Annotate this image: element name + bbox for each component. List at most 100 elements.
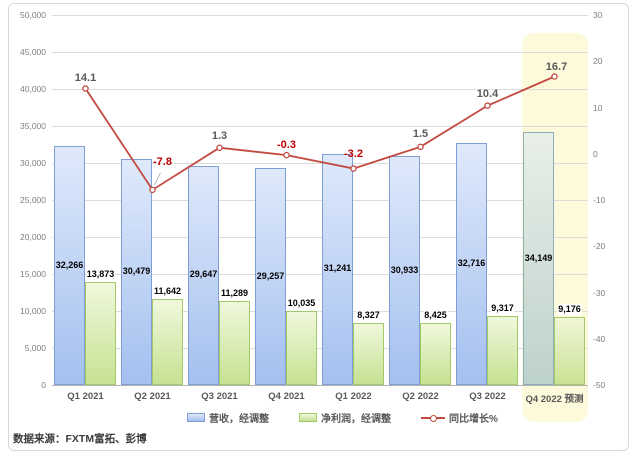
growth-line-marker-icon bbox=[350, 165, 357, 172]
revenue-bar bbox=[322, 153, 353, 385]
y-axis-tick-label: 5,000 bbox=[24, 343, 46, 353]
profit-bar-label: 11,289 bbox=[219, 288, 250, 300]
y-axis-tick-label: 0 bbox=[41, 380, 46, 390]
growth-line-marker-icon bbox=[216, 144, 223, 151]
legend-item-growth: 同比增长% bbox=[421, 410, 498, 425]
growth-point-label: 16.7 bbox=[545, 60, 568, 73]
growth-point-label: 10.4 bbox=[476, 87, 499, 100]
category-label: Q1 2022 bbox=[335, 391, 372, 402]
secondary-axis-tick-label: 10 bbox=[593, 102, 603, 113]
profit-bar-label: 9,317 bbox=[490, 303, 515, 315]
growth-line-marker-icon bbox=[484, 102, 491, 109]
revenue-bar-label: 32,266 bbox=[55, 259, 84, 270]
category-label: Q3 2021 bbox=[201, 391, 238, 402]
gridline bbox=[52, 163, 588, 164]
secondary-axis-tick-label: -50 bbox=[593, 380, 606, 390]
profit-bar bbox=[152, 298, 183, 385]
growth-line-marker-icon bbox=[283, 151, 290, 159]
gridline bbox=[52, 311, 588, 312]
legend-label-growth: 同比增长% bbox=[449, 414, 498, 425]
secondary-axis-tick-label: -10 bbox=[593, 195, 606, 205]
secondary-axis-tick-label: -20 bbox=[593, 241, 606, 252]
y-axis-tick-label: 10,000 bbox=[20, 306, 46, 316]
secondary-axis-tick-label: 20 bbox=[593, 56, 603, 67]
growth-line-swatch-icon bbox=[421, 413, 446, 422]
growth-line-marker-icon bbox=[551, 73, 558, 80]
gridline bbox=[52, 15, 588, 16]
gridline bbox=[52, 385, 588, 386]
growth-line bbox=[82, 73, 558, 194]
y-axis-tick-label: 45,000 bbox=[20, 47, 46, 57]
profit-bar bbox=[554, 317, 585, 385]
profit-bar-label: 8,327 bbox=[356, 310, 381, 322]
revenue-bar bbox=[389, 156, 420, 385]
revenue-bar bbox=[188, 165, 219, 385]
growth-line-marker-icon bbox=[82, 85, 89, 92]
revenue-bar-label: 32,716 bbox=[457, 257, 486, 268]
category-label: Q2 2022 bbox=[402, 391, 439, 402]
chart-legend: 营收，经调整 净利润，经调整 同比增长% bbox=[0, 410, 635, 425]
y-axis-tick-label: 35,000 bbox=[20, 121, 46, 131]
profit-bar bbox=[85, 282, 116, 385]
category-label: Q4 2021 bbox=[268, 391, 305, 402]
y-axis-tick-label: 20,000 bbox=[20, 232, 46, 242]
revenue-bar-label: 29,257 bbox=[256, 270, 285, 281]
profit-bar-label: 13,873 bbox=[85, 269, 116, 281]
revenue-bar bbox=[255, 168, 286, 385]
growth-point-label: 1.3 bbox=[211, 129, 228, 142]
profit-bar-label: 11,642 bbox=[152, 285, 183, 297]
growth-line-marker-icon bbox=[149, 186, 156, 194]
gridline bbox=[52, 274, 588, 275]
secondary-axis-tick-label: 30 bbox=[593, 10, 603, 20]
category-label: Q4 2022 预测 bbox=[525, 394, 584, 405]
y-axis-tick-label: 40,000 bbox=[20, 84, 46, 94]
profit-bar bbox=[487, 316, 518, 385]
gridline bbox=[52, 89, 588, 90]
revenue-swatch-icon bbox=[187, 413, 206, 422]
gridline bbox=[52, 348, 588, 349]
y-axis-tick-label: 50,000 bbox=[20, 10, 46, 20]
legend-item-profit: 净利润，经调整 bbox=[299, 410, 391, 425]
category-label: Q1 2021 bbox=[67, 391, 104, 402]
profit-swatch-icon bbox=[299, 413, 318, 422]
gridline bbox=[52, 126, 588, 127]
revenue-bar bbox=[456, 142, 487, 385]
profit-bar-label: 9,176 bbox=[557, 304, 582, 316]
profit-bar bbox=[286, 310, 317, 385]
legend-item-revenue: 营收，经调整 bbox=[187, 410, 269, 425]
growth-point-label: -7.8 bbox=[153, 155, 172, 168]
growth-point-label: 14.1 bbox=[74, 71, 97, 84]
y-axis-tick-label: 30,000 bbox=[20, 158, 46, 168]
revenue-bar bbox=[121, 159, 152, 385]
secondary-axis-tick-label: -30 bbox=[593, 287, 606, 298]
profit-bar-label: 10,035 bbox=[286, 297, 317, 309]
data-source-note: 数据来源：FXTM富拓、彭博 bbox=[13, 433, 147, 445]
profit-bar bbox=[353, 323, 384, 385]
category-label: Q2 2021 bbox=[134, 391, 171, 402]
revenue-bar-label: 30,933 bbox=[390, 264, 419, 275]
growth-point-label: -3.2 bbox=[344, 147, 363, 160]
y-axis-tick-label: 15,000 bbox=[20, 269, 46, 279]
profit-bar bbox=[420, 322, 451, 385]
profit-bar-label: 8,425 bbox=[423, 309, 448, 321]
gridline bbox=[52, 237, 588, 238]
secondary-axis-tick-label: 0 bbox=[593, 148, 598, 159]
category-label: Q3 2022 bbox=[469, 391, 506, 402]
revenue-bar-label: 29,647 bbox=[189, 269, 218, 280]
revenue-bar bbox=[523, 132, 554, 385]
revenue-bar-label: 34,149 bbox=[524, 252, 553, 263]
legend-label-revenue: 营收，经调整 bbox=[209, 414, 270, 425]
growth-point-label: 1.5 bbox=[412, 127, 429, 140]
revenue-bar-label: 31,241 bbox=[323, 263, 352, 274]
growth-point-label: -0.3 bbox=[277, 139, 296, 152]
growth-line-marker-icon bbox=[417, 143, 424, 151]
y-axis-tick-label: 25,000 bbox=[20, 195, 46, 205]
gridline bbox=[52, 52, 588, 53]
profit-bar bbox=[219, 301, 250, 385]
revenue-bar-label: 30,479 bbox=[122, 266, 151, 277]
gridline bbox=[52, 200, 588, 201]
secondary-axis-tick-label: -40 bbox=[593, 333, 606, 344]
legend-label-profit: 净利润，经调整 bbox=[321, 414, 392, 425]
